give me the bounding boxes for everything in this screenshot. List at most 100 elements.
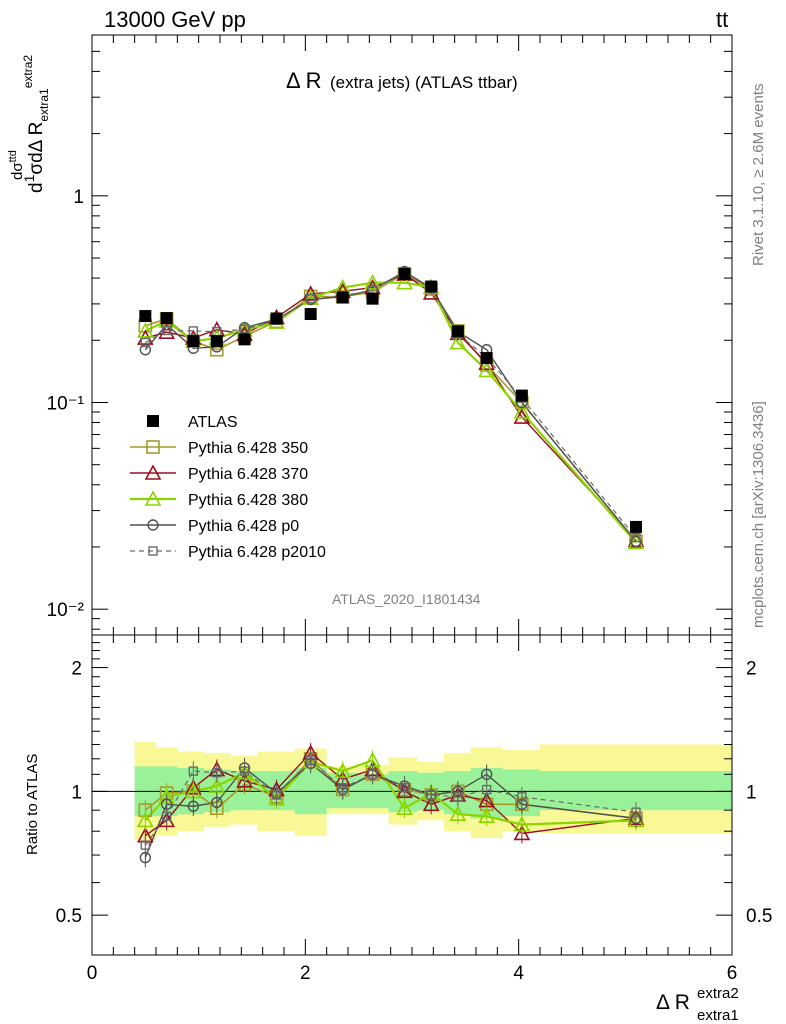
ratio-point bbox=[337, 783, 348, 793]
main-point bbox=[140, 337, 151, 348]
atlas-point bbox=[187, 335, 200, 348]
ratio-point bbox=[136, 811, 154, 828]
main-point bbox=[302, 285, 320, 301]
main-series-line bbox=[144, 281, 637, 544]
main-point bbox=[396, 273, 413, 290]
main-point bbox=[239, 324, 250, 335]
ratio-point bbox=[305, 755, 316, 765]
axes-and-ticks: 10⁻² 10⁻¹ 1 0.5 0.5 1 1 2 2 0 2 4 6 bbox=[47, 34, 772, 984]
legend-label: Pythia 6.428 p2010 bbox=[188, 544, 326, 561]
mcplots-label: mcplots.cern.ch [arXiv:1306.3436] bbox=[750, 401, 767, 628]
main-ylabel: d1σdΔ Rextra1extra2 dσttd bbox=[7, 55, 51, 193]
atlas-point bbox=[270, 312, 283, 325]
legend-label: Pythia 6.428 380 bbox=[188, 492, 308, 509]
ratio-ylabel: Ratio to ATLAS bbox=[24, 754, 41, 855]
ratio-point bbox=[271, 790, 282, 800]
ratio-point bbox=[187, 800, 200, 812]
header-right: tt bbox=[716, 7, 728, 32]
main-point bbox=[630, 535, 642, 548]
ratio-y-tick-label-right: 1 bbox=[746, 782, 757, 803]
main-point bbox=[631, 532, 641, 543]
ratio-point bbox=[211, 796, 223, 809]
analysis-id: ATLAS_2020_I1801434 bbox=[332, 591, 481, 607]
legend-label: Pythia 6.428 350 bbox=[188, 440, 308, 457]
x-tick-label: 4 bbox=[513, 963, 524, 984]
main-point bbox=[478, 361, 496, 378]
ratio-point bbox=[426, 790, 436, 800]
ratio-point bbox=[161, 811, 172, 821]
main-point bbox=[513, 408, 531, 424]
main-point bbox=[136, 322, 154, 338]
atlas-point bbox=[425, 280, 438, 293]
x-tick-label: 0 bbox=[87, 963, 98, 984]
ratio-point bbox=[517, 792, 527, 802]
legend-marker bbox=[147, 415, 159, 427]
ratio-point bbox=[422, 795, 440, 812]
atlas-point bbox=[238, 333, 251, 346]
main-y-tick-label: 10⁻¹ bbox=[47, 394, 85, 415]
legend: ATLAS Pythia 6.428 350 Pythia 6.428 370 Pyt… bbox=[130, 414, 326, 561]
legend-label: Pythia 6.428 p0 bbox=[188, 518, 299, 535]
ratio-point bbox=[478, 807, 496, 824]
svg-text:Δ R: Δ R bbox=[656, 991, 690, 1014]
ratio-point bbox=[239, 766, 250, 776]
atlas-point bbox=[480, 352, 493, 365]
ratio-point bbox=[453, 792, 463, 802]
atlas-point bbox=[139, 310, 152, 323]
x-axis-label: Δ R extra1 extra2 bbox=[656, 985, 739, 1024]
x-tick-label: 6 bbox=[727, 963, 738, 984]
ratio-point bbox=[513, 815, 531, 832]
svg-text:dσttd: dσttd bbox=[7, 150, 26, 180]
atlas-point bbox=[304, 308, 317, 321]
ratio-point bbox=[334, 762, 352, 778]
plot-title-main: Δ R bbox=[286, 68, 321, 93]
ratio-point bbox=[140, 840, 151, 850]
data-points bbox=[136, 265, 645, 868]
ratio-point bbox=[480, 768, 493, 781]
main-point bbox=[513, 403, 531, 419]
ratio-point bbox=[208, 777, 226, 793]
ratio-point bbox=[449, 805, 467, 821]
main-point bbox=[364, 273, 381, 290]
ratio-y-tick-label: 2 bbox=[71, 659, 82, 680]
ratio-point bbox=[188, 766, 199, 776]
atlas-point bbox=[336, 291, 349, 304]
ratio-y-tick-label-right: 2 bbox=[746, 659, 757, 680]
ratio-point bbox=[513, 824, 531, 841]
legend-marker bbox=[144, 490, 162, 506]
legend-marker bbox=[146, 440, 160, 454]
atlas-point bbox=[210, 335, 223, 348]
main-y-tick-label: 10⁻² bbox=[47, 600, 85, 621]
ratio-point bbox=[631, 807, 641, 817]
legend-marker bbox=[147, 519, 159, 531]
legend-marker bbox=[148, 546, 158, 556]
main-point bbox=[188, 326, 199, 336]
ratio-point bbox=[367, 769, 378, 780]
main-point bbox=[139, 344, 152, 356]
main-point bbox=[449, 333, 467, 350]
main-y-tick-label: 1 bbox=[73, 187, 84, 208]
header-left: 13000 GeV pp bbox=[104, 7, 246, 32]
ratio-y-tick-label: 1 bbox=[71, 782, 82, 803]
legend-label: ATLAS bbox=[188, 414, 238, 431]
svg-text:extra1: extra1 bbox=[697, 1007, 739, 1024]
ratio-point bbox=[399, 783, 410, 793]
main-point bbox=[305, 293, 316, 304]
svg-text:extra2: extra2 bbox=[697, 985, 739, 1002]
atlas-point bbox=[398, 268, 411, 281]
atlas-point bbox=[515, 389, 528, 402]
atlas-point bbox=[451, 325, 464, 338]
legend-marker bbox=[144, 464, 162, 480]
ratio-point bbox=[396, 799, 413, 815]
legend-label: Pythia 6.428 370 bbox=[188, 466, 308, 483]
atlas-point bbox=[160, 312, 173, 325]
ratio-point bbox=[236, 772, 253, 788]
plot-title-rest: (extra jets) (ATLAS ttbar) bbox=[330, 73, 518, 92]
ratio-point bbox=[212, 768, 222, 778]
ratio-y-tick-label-right: 0.5 bbox=[746, 906, 772, 927]
ratio-point bbox=[481, 784, 492, 795]
atlas-point bbox=[630, 520, 642, 533]
x-tick-label: 2 bbox=[300, 963, 311, 984]
rivet-label: Rivet 3.1.10, ≥ 2.6M events bbox=[750, 84, 767, 267]
